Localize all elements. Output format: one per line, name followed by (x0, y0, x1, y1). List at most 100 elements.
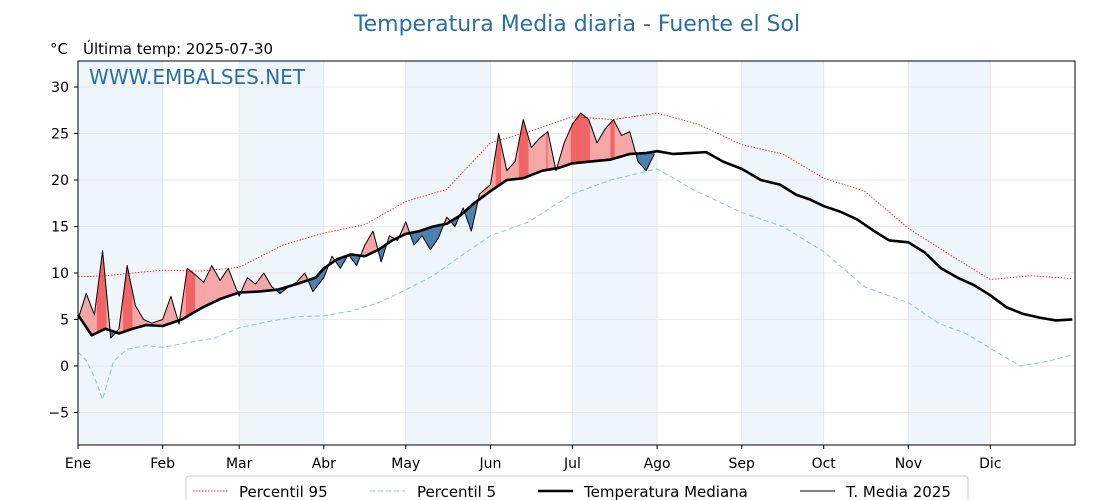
fill-above-median (215, 272, 218, 302)
fill-above-median (581, 113, 584, 163)
month-shading (78, 61, 991, 445)
month-band-nov (908, 61, 991, 445)
fill-above-median (85, 293, 88, 330)
x-tick-label-nov: Nov (895, 456, 922, 472)
fill-above-median (628, 131, 630, 155)
fill-above-median (247, 277, 249, 293)
fill-above-median (591, 127, 594, 162)
fill-above-median (621, 134, 624, 157)
fill-above-median (189, 270, 192, 316)
fill-above-median (606, 125, 609, 161)
fill-above-median (248, 278, 251, 293)
fill-above-median (88, 300, 91, 334)
fill-above-median (573, 119, 576, 164)
fill-above-median (580, 112, 583, 163)
fill-above-median (196, 275, 199, 312)
x-tick-label-sep: Sep (729, 456, 756, 472)
fill-above-median (207, 271, 210, 306)
fill-below-median (644, 152, 647, 172)
fill-above-median (620, 132, 622, 158)
fill-above-median (221, 275, 223, 299)
series-percentil-5 (77, 168, 1073, 400)
fill-below-median (434, 225, 437, 245)
fill-above-median (622, 133, 625, 157)
fill-above-median (532, 143, 535, 175)
fill-above-median (614, 122, 617, 159)
fill-above-median (521, 119, 524, 179)
fill-above-median (218, 277, 221, 301)
x-tick-label-feb: Feb (150, 456, 175, 472)
fill-above-median (542, 134, 544, 171)
fill-above-median (540, 135, 543, 172)
y-tick-label: 25 (51, 127, 69, 143)
fill-above-median (202, 280, 204, 308)
x-tick-label-mar: Mar (226, 456, 253, 472)
fill-above-median (535, 140, 538, 174)
fill-below-median (643, 152, 645, 170)
fill-above-median (371, 230, 374, 254)
fill-above-median (195, 274, 198, 312)
y-tick-label: 10 (51, 266, 69, 282)
watermark: WWW.EMBALSES.NET (89, 65, 306, 89)
legend-box (185, 475, 969, 500)
fill-above-median (187, 267, 189, 317)
plot-frame (77, 60, 1076, 446)
fill-above-median (213, 267, 215, 303)
y-axis: −5 0 5 10 15 20 25 30 (48, 80, 78, 421)
fill-above-median (206, 273, 208, 306)
month-band-mar (239, 61, 324, 445)
fill-above-median (225, 269, 228, 298)
fill-above-median (211, 265, 214, 304)
fill-above-median (226, 267, 229, 297)
fill-above-median (525, 128, 528, 178)
fill-above-median (260, 274, 263, 292)
fill-above-median (587, 118, 589, 163)
fill-above-median (598, 137, 600, 161)
fill-above-median (217, 275, 219, 301)
y-tick-label: 0 (60, 359, 69, 375)
fill-above-median (577, 114, 580, 163)
y-tick-label: 30 (51, 80, 69, 96)
fill-above-median (214, 270, 217, 303)
fill-above-median (197, 276, 200, 311)
fill-above-median (574, 118, 577, 164)
x-tick-label-abr: Abr (312, 456, 336, 472)
x-tick-label-oct: Oct (812, 456, 837, 472)
fill-above-median (191, 271, 193, 315)
fill-above-median (498, 133, 501, 186)
fill-below-median (428, 227, 431, 251)
fill-above-median (611, 119, 614, 160)
fill-above-median (570, 124, 573, 165)
fill-above-median (192, 272, 195, 314)
fill-above-median (200, 279, 203, 309)
x-tick-label-ene: Ene (65, 456, 91, 472)
fill-above-median (565, 136, 568, 166)
fill-above-median (135, 304, 137, 329)
fill-above-median (222, 273, 225, 299)
fill-above-median (223, 271, 226, 298)
series-t-media-2025 (77, 112, 655, 339)
series (76, 112, 1073, 400)
last-temp-label: Última temp: 2025-07-30 (83, 39, 273, 58)
fill-above-median (585, 116, 588, 163)
fill-above-median (203, 279, 206, 308)
fill-above-median (512, 162, 514, 180)
fill-above-median (539, 136, 542, 173)
fill-above-median (576, 116, 579, 164)
x-tick-label-ago: Ago (644, 456, 671, 472)
fill-above-median (87, 296, 90, 332)
y-tick-label: 20 (51, 173, 69, 189)
x-axis: Ene Feb Mar Abr May Jun Jul Ago Sep Oct Nov Dic (65, 445, 1002, 472)
fill-above-median (613, 119, 615, 160)
fill-above-median (370, 232, 372, 254)
fill-above-median (251, 280, 254, 293)
legend-label-current: T. Media 2025 (845, 483, 951, 500)
x-tick-label-may: May (391, 456, 420, 472)
fill-above-median (527, 133, 529, 177)
fill-above-median (600, 132, 603, 161)
fill-above-median (546, 131, 549, 171)
fill-above-median (599, 135, 602, 161)
fill-above-median (588, 119, 591, 162)
series-percentil-95 (77, 112, 1073, 280)
